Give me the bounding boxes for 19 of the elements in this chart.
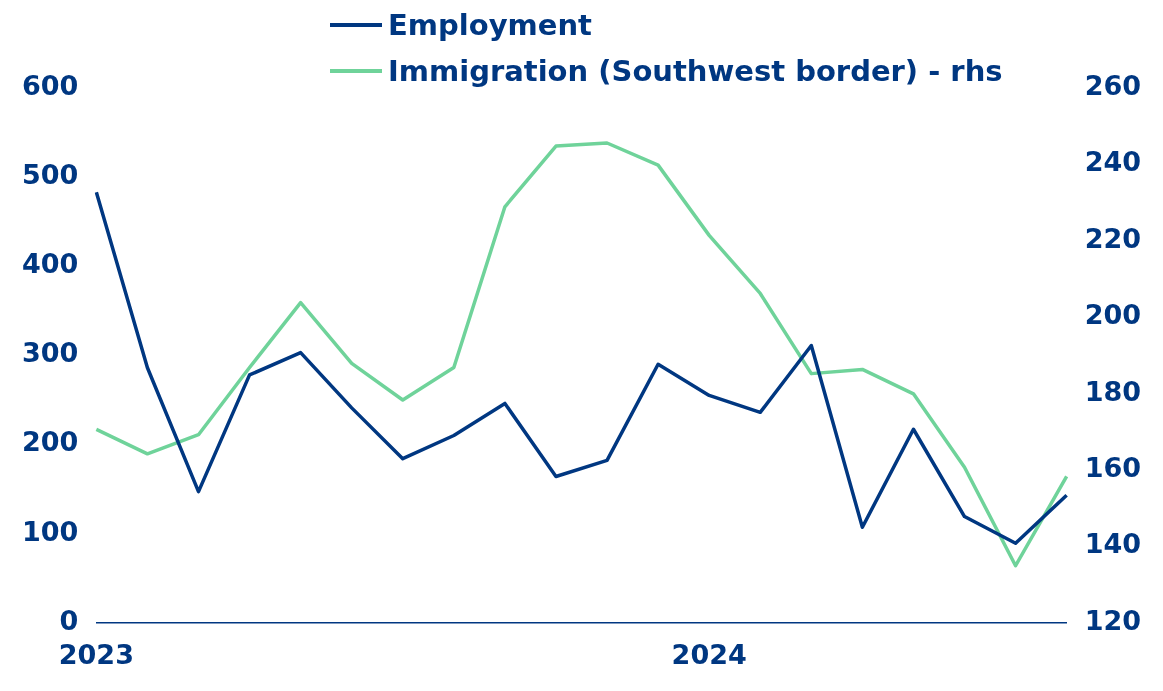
y2-tick-label: 180	[1084, 375, 1142, 407]
y2-tick-label: 140	[1084, 528, 1142, 560]
y2-tick-label: 240	[1084, 146, 1142, 178]
y-tick-label: 300	[21, 337, 79, 369]
y-tick-label: 100	[21, 515, 79, 547]
y2-tick-label: 120	[1084, 604, 1142, 636]
y-tick-label: 500	[21, 159, 79, 191]
y-tick-label: 200	[21, 426, 79, 458]
x-tick-label: 2024	[671, 638, 747, 670]
y2-tick-label: 200	[1084, 299, 1142, 331]
y2-tick-label: 220	[1084, 222, 1142, 254]
y-tick-label: 600	[21, 70, 79, 102]
y-tick-label: 400	[21, 248, 79, 280]
legend-label: Immigration (Southwest border) - rhs	[388, 54, 1003, 88]
x-tick-label: 2023	[58, 638, 134, 670]
y-tick-label: 0	[59, 604, 79, 636]
legend-label: Employment	[388, 8, 592, 42]
y2-tick-label: 260	[1084, 70, 1142, 102]
y2-tick-label: 160	[1084, 451, 1142, 483]
